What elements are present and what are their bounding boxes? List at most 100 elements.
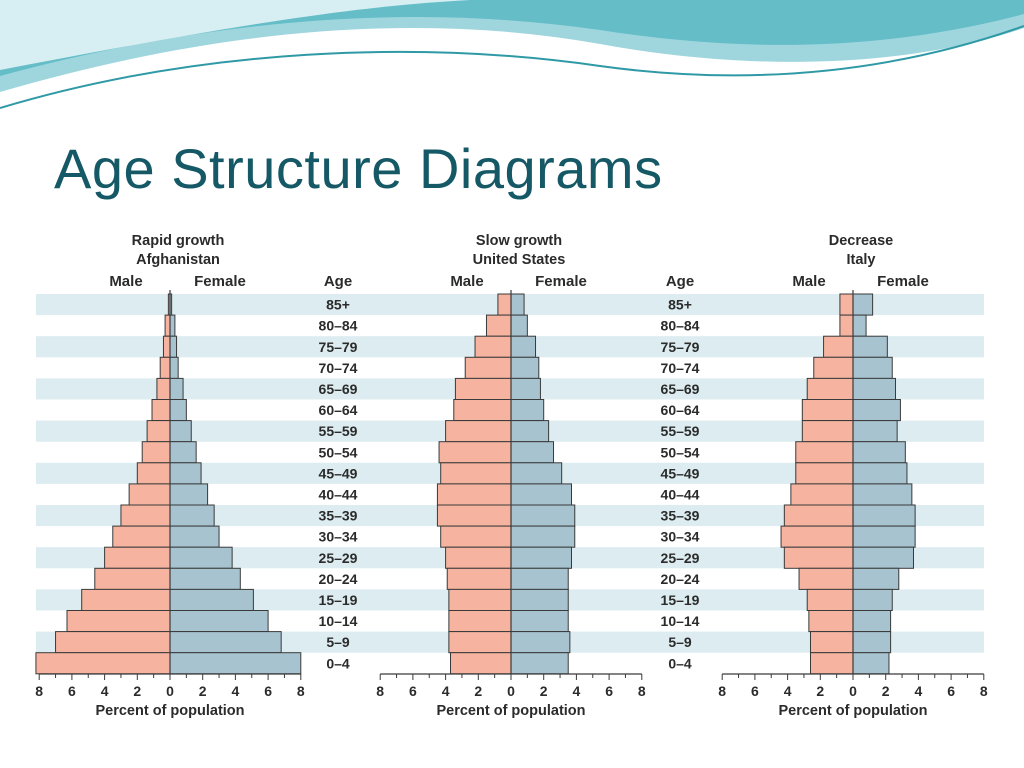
x-tick-label: 8 bbox=[638, 683, 646, 699]
male-bar bbox=[813, 356, 854, 379]
male-bar bbox=[445, 420, 512, 443]
age-group-label: 5–9 bbox=[326, 634, 350, 650]
female-bar bbox=[510, 293, 525, 316]
male-bar bbox=[438, 441, 512, 464]
male-bar bbox=[801, 399, 854, 422]
x-tick-label: 2 bbox=[816, 683, 824, 699]
age-group-label: 65–69 bbox=[319, 381, 358, 397]
male-bar bbox=[485, 314, 512, 337]
female-bar bbox=[510, 356, 540, 379]
female-bar bbox=[169, 441, 197, 464]
female-bar bbox=[510, 610, 569, 633]
header-wave-highlight bbox=[0, 0, 470, 70]
female-bar bbox=[169, 588, 254, 611]
female-bar bbox=[169, 377, 184, 400]
female-bar bbox=[169, 567, 241, 590]
female-bar bbox=[510, 504, 576, 527]
male-bar bbox=[780, 525, 854, 548]
male-bar bbox=[806, 377, 854, 400]
age-group-label: 50–54 bbox=[661, 444, 700, 460]
age-group-label: 15–19 bbox=[661, 592, 700, 608]
male-bar bbox=[436, 483, 512, 506]
age-group-label: 75–79 bbox=[661, 339, 700, 355]
female-bar bbox=[852, 504, 916, 527]
male-bar bbox=[806, 588, 854, 611]
age-group-label: 45–49 bbox=[661, 465, 700, 481]
age-group-label: 15–19 bbox=[319, 592, 358, 608]
male-bar bbox=[474, 335, 512, 358]
age-header: Age bbox=[324, 273, 352, 290]
age-group-label: 85+ bbox=[326, 297, 350, 313]
female-bar bbox=[169, 314, 176, 337]
male-label: Male bbox=[792, 273, 825, 290]
chart-subtitle: Italy bbox=[846, 252, 875, 268]
age-structure-figure: Age 85+ 80–84 75–79 70–74 65–69 60–64 55–59 50–5… bbox=[32, 226, 990, 728]
male-bar bbox=[156, 377, 171, 400]
age-group-label: 50–54 bbox=[319, 444, 358, 460]
male-bar bbox=[798, 567, 854, 590]
age-group-label: 35–39 bbox=[661, 508, 700, 524]
female-bar bbox=[510, 631, 571, 654]
age-group-label: 60–64 bbox=[661, 402, 700, 418]
female-bar bbox=[510, 483, 572, 506]
male-bar bbox=[839, 293, 854, 316]
female-bar bbox=[852, 377, 897, 400]
male-bar bbox=[436, 504, 512, 527]
x-tick-label: 6 bbox=[68, 683, 76, 699]
female-bar bbox=[510, 441, 555, 464]
female-bar bbox=[169, 483, 209, 506]
age-group-label: 80–84 bbox=[319, 318, 358, 334]
female-label: Female bbox=[877, 273, 929, 290]
female-bar bbox=[852, 462, 908, 485]
slide-title: Age Structure Diagrams bbox=[54, 137, 663, 200]
male-bar bbox=[801, 420, 854, 443]
female-bar bbox=[510, 399, 545, 422]
x-tick-label: 8 bbox=[35, 683, 43, 699]
male-bar bbox=[66, 610, 171, 633]
x-tick-label: 8 bbox=[718, 683, 726, 699]
male-bar bbox=[35, 652, 171, 675]
age-group-label: 5–9 bbox=[668, 634, 692, 650]
male-bar bbox=[795, 462, 854, 485]
male-bar bbox=[464, 356, 512, 379]
age-group-label: 45–49 bbox=[319, 465, 358, 481]
female-bar bbox=[852, 293, 874, 316]
age-group-label: 85+ bbox=[668, 297, 692, 313]
x-tick-label: 0 bbox=[507, 683, 515, 699]
male-bar bbox=[141, 441, 171, 464]
chart-title: Decrease bbox=[829, 233, 894, 249]
x-tick-label: 2 bbox=[199, 683, 207, 699]
age-group-label: 80–84 bbox=[661, 318, 700, 334]
age-group-label: 55–59 bbox=[319, 423, 358, 439]
x-tick-label: 6 bbox=[409, 683, 417, 699]
female-bar bbox=[852, 441, 906, 464]
male-bar bbox=[808, 610, 854, 633]
age-group-label: 10–14 bbox=[319, 613, 358, 629]
female-bar bbox=[510, 546, 572, 569]
age-group-label: 20–24 bbox=[661, 571, 700, 587]
x-axis-label: Percent of population bbox=[95, 703, 244, 719]
male-bar bbox=[445, 546, 512, 569]
male-bar bbox=[104, 546, 171, 569]
x-tick-label: 8 bbox=[980, 683, 988, 699]
x-tick-label: 2 bbox=[474, 683, 482, 699]
male-bar bbox=[783, 504, 854, 527]
male-bar bbox=[81, 588, 171, 611]
x-axis-label: Percent of population bbox=[778, 703, 927, 719]
female-label: Female bbox=[194, 273, 246, 290]
male-bar bbox=[454, 377, 512, 400]
male-bar bbox=[128, 483, 171, 506]
chart-title: Rapid growth bbox=[132, 233, 225, 249]
female-bar bbox=[510, 314, 528, 337]
age-group-label: 40–44 bbox=[319, 486, 358, 502]
female-bar bbox=[169, 546, 233, 569]
age-group-label: 35–39 bbox=[319, 508, 358, 524]
female-bar bbox=[510, 462, 563, 485]
age-group-label: 0–4 bbox=[326, 655, 350, 671]
age-group-label: 10–14 bbox=[661, 613, 700, 629]
age-group-label: 30–34 bbox=[661, 529, 700, 545]
male-bar bbox=[55, 631, 171, 654]
male-bar bbox=[146, 420, 171, 443]
female-bar bbox=[169, 356, 179, 379]
